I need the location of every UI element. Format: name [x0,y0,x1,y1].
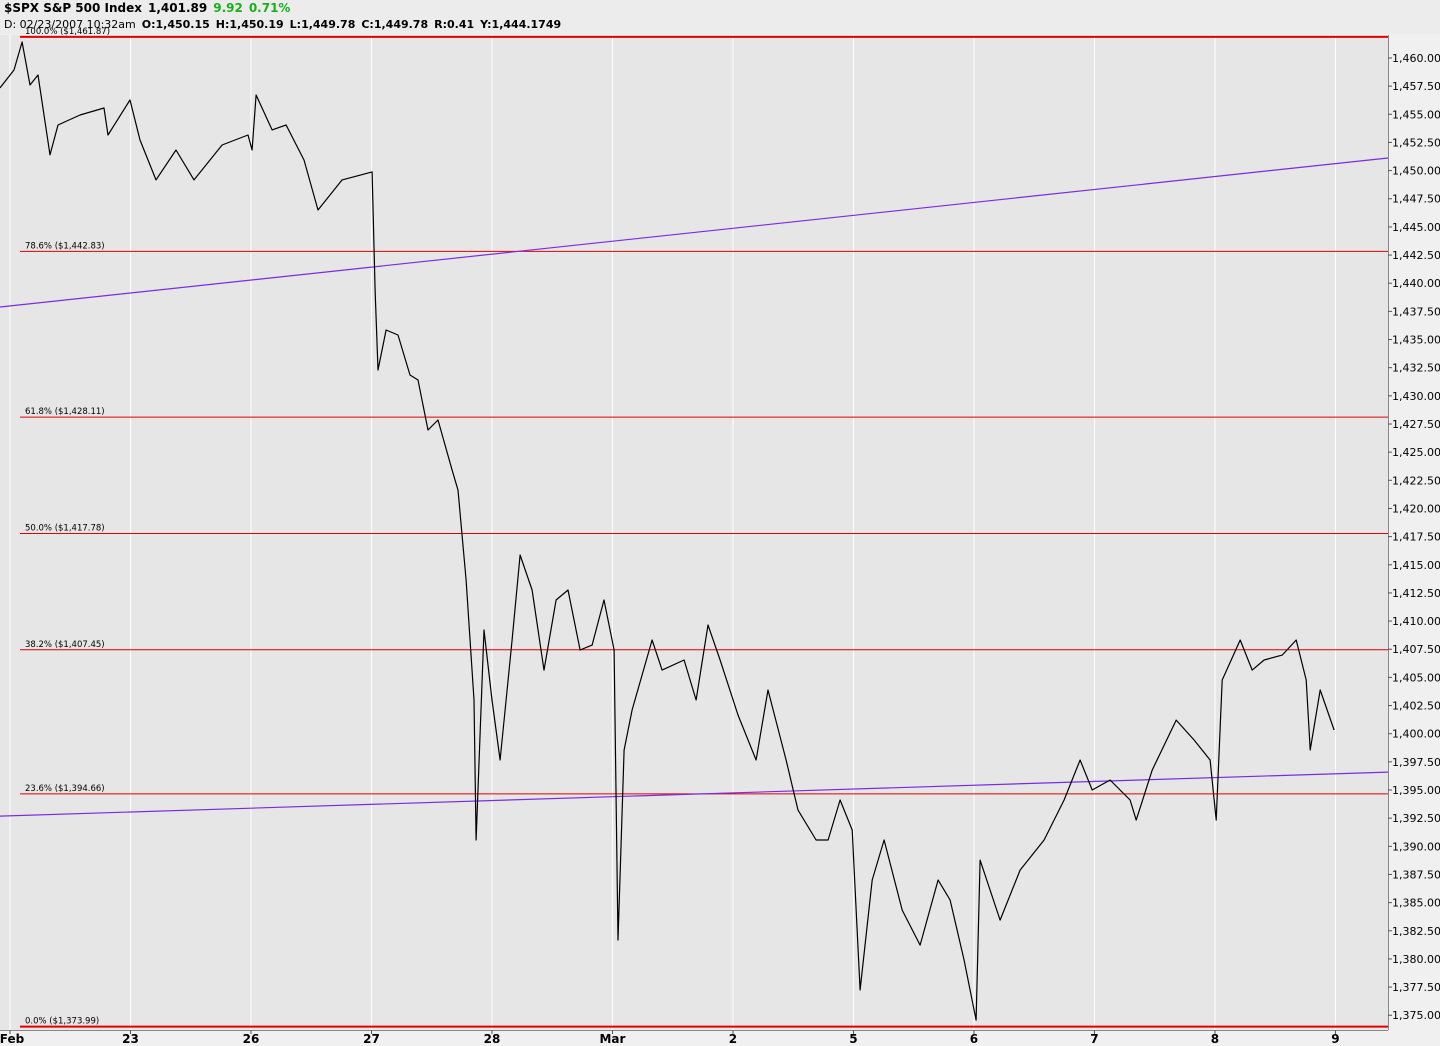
y-tick-label: 1,380.00 [1392,953,1440,966]
low: L:1,449.78 [289,18,356,31]
y-tick-label: 1,460.00 [1392,52,1440,65]
y-tick-label: 1,412.50 [1392,587,1440,600]
x-tick-label: 6 [970,1032,978,1046]
x-tick-label: 2 [729,1032,737,1046]
x-tick-label: 8 [1211,1032,1219,1046]
level-label: 23.6% ($1,394.66) [25,784,105,794]
y-tick-label: 1,425.00 [1392,446,1440,459]
y-axis-area [1388,35,1440,1046]
price-line [0,41,1335,1021]
y-tick-label: 1,375.00 [1392,1009,1440,1022]
x-tick-label: Feb [0,1032,25,1046]
x-tick-label: 7 [1090,1032,1098,1046]
level-label: 78.6% ($1,442.83) [25,241,105,251]
y-tick-label: 1,387.50 [1392,868,1440,881]
range: R:0.41 [434,18,475,31]
level-label: 61.8% ($1,428.11) [25,407,105,417]
trendline [0,157,1389,308]
y-tick-label: 1,450.00 [1392,165,1440,178]
x-tick-label: 5 [849,1032,857,1046]
bar-info: D: 02/23/2007 10:32am O:1,450.15 H:1,450.1… [4,18,567,31]
y-tick-label: 1,410.00 [1392,615,1440,628]
trendline [0,771,1389,817]
level-label: 38.2% ($1,407.45) [25,640,105,650]
level-label: 0.0% ($1,373.99) [25,1017,99,1027]
level-label: 50.0% ($1,417.78) [25,523,105,533]
y-tick-label: 1,447.50 [1392,193,1440,206]
x-tick-label: 26 [243,1032,260,1046]
y-tick-label: 1,432.50 [1392,362,1440,375]
y-tick-label: 1,430.00 [1392,390,1440,403]
x-tick-label: 23 [122,1032,139,1046]
y-tick-label: 1,437.50 [1392,305,1440,318]
y-tick-label: 1,400.00 [1392,728,1440,741]
y-tick-label: 1,397.50 [1392,756,1440,769]
date: D: 02/23/2007 10:32am [4,18,136,31]
level-label: 100.0% ($1,461.87) [25,27,110,37]
open: O:1,450.15 [141,18,210,31]
header: $SPX S&P 500 Index 1,401.89 9.92 0.71% D: 0… [0,0,1440,34]
x-tick-label: 28 [484,1032,501,1046]
y-tick-label: 1,377.50 [1392,981,1440,994]
y-tick-label: 1,390.00 [1392,840,1440,853]
y-tick-label: 1,427.50 [1392,418,1440,431]
last-price: 1,401.89 [148,1,208,15]
close: C:1,449.78 [361,18,429,31]
y-tick-label: 1,415.00 [1392,559,1440,572]
y-tick-label: 1,455.00 [1392,108,1440,121]
y-value: Y:1,444.1749 [480,18,562,31]
y-tick-label: 1,435.00 [1392,334,1440,347]
high: H:1,450.19 [215,18,284,31]
x-tick-label: 9 [1331,1032,1339,1046]
change: 9.92 [213,1,243,15]
y-tick-label: 1,395.00 [1392,784,1440,797]
y-tick-label: 1,452.50 [1392,136,1440,149]
y-tick-label: 1,392.50 [1392,812,1440,825]
y-tick-label: 1,417.50 [1392,531,1440,544]
y-tick-label: 1,422.50 [1392,474,1440,487]
change-pct: 0.71% [248,1,291,15]
y-tick-label: 1,382.50 [1392,925,1440,938]
y-tick-label: 1,420.00 [1392,502,1440,515]
y-tick-label: 1,442.50 [1392,249,1440,262]
y-tick-label: 1,457.50 [1392,80,1440,93]
x-tick-label: Mar [599,1032,625,1046]
y-tick-label: 1,385.00 [1392,897,1440,910]
quote-line: $SPX S&P 500 Index 1,401.89 9.92 0.71% [4,1,296,15]
symbol: $SPX S&P 500 Index [4,1,142,15]
y-tick-label: 1,405.00 [1392,671,1440,684]
x-tick-label: 27 [363,1032,380,1046]
y-tick-label: 1,402.50 [1392,700,1440,713]
y-tick-label: 1,440.00 [1392,277,1440,290]
y-tick-label: 1,445.00 [1392,221,1440,234]
plot-area [0,35,1388,1030]
y-tick-label: 1,407.50 [1392,643,1440,656]
